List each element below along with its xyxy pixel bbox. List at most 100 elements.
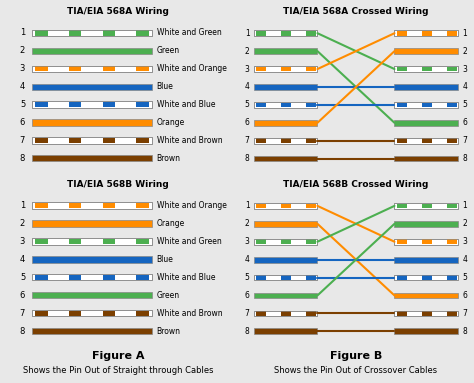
FancyBboxPatch shape	[32, 292, 152, 298]
FancyBboxPatch shape	[254, 66, 318, 72]
FancyBboxPatch shape	[254, 120, 318, 126]
FancyBboxPatch shape	[32, 220, 152, 227]
Text: 4: 4	[463, 82, 467, 92]
Text: TIA/EIA 568A Wiring: TIA/EIA 568A Wiring	[67, 7, 169, 16]
Text: 2: 2	[20, 46, 25, 56]
FancyBboxPatch shape	[32, 328, 152, 334]
FancyBboxPatch shape	[254, 221, 318, 227]
Text: White and Orange: White and Orange	[156, 64, 227, 73]
FancyBboxPatch shape	[32, 274, 152, 280]
FancyBboxPatch shape	[254, 293, 318, 298]
Text: 1: 1	[245, 201, 249, 210]
Text: 3: 3	[463, 237, 467, 246]
FancyBboxPatch shape	[306, 239, 316, 244]
Text: Orange: Orange	[156, 219, 185, 228]
FancyBboxPatch shape	[256, 311, 266, 316]
Text: White and Orange: White and Orange	[156, 201, 227, 210]
Text: TIA/EIA 568A Crossed Wiring: TIA/EIA 568A Crossed Wiring	[283, 7, 428, 16]
FancyBboxPatch shape	[397, 31, 407, 36]
FancyBboxPatch shape	[394, 221, 458, 227]
FancyBboxPatch shape	[447, 275, 457, 280]
FancyBboxPatch shape	[394, 293, 458, 298]
FancyBboxPatch shape	[306, 138, 316, 143]
FancyBboxPatch shape	[447, 31, 457, 36]
FancyBboxPatch shape	[281, 103, 292, 107]
Text: 6: 6	[463, 118, 467, 127]
FancyBboxPatch shape	[281, 31, 292, 36]
Text: 2: 2	[20, 219, 25, 228]
FancyBboxPatch shape	[394, 84, 458, 90]
FancyBboxPatch shape	[256, 103, 266, 107]
FancyBboxPatch shape	[36, 311, 48, 316]
FancyBboxPatch shape	[254, 239, 318, 245]
FancyBboxPatch shape	[102, 203, 115, 208]
FancyBboxPatch shape	[69, 275, 82, 280]
FancyBboxPatch shape	[136, 138, 149, 143]
Text: White and Blue: White and Blue	[156, 273, 215, 282]
FancyBboxPatch shape	[254, 329, 318, 334]
FancyBboxPatch shape	[422, 311, 432, 316]
Text: 3: 3	[463, 65, 467, 74]
FancyBboxPatch shape	[136, 311, 149, 316]
FancyBboxPatch shape	[254, 275, 318, 280]
FancyBboxPatch shape	[136, 66, 149, 71]
FancyBboxPatch shape	[136, 102, 149, 107]
FancyBboxPatch shape	[397, 103, 407, 107]
Text: 7: 7	[463, 136, 467, 145]
Text: 1: 1	[20, 201, 25, 210]
Text: 4: 4	[20, 255, 25, 264]
FancyBboxPatch shape	[254, 156, 318, 162]
Text: 6: 6	[245, 118, 249, 127]
Text: 2: 2	[245, 219, 249, 228]
Text: White and Green: White and Green	[156, 237, 221, 246]
Text: White and Brown: White and Brown	[156, 136, 222, 145]
Text: Orange: Orange	[156, 118, 185, 127]
Text: Shows the Pin Out of Crossover Cables: Shows the Pin Out of Crossover Cables	[274, 366, 438, 375]
FancyBboxPatch shape	[69, 66, 82, 71]
FancyBboxPatch shape	[281, 275, 292, 280]
FancyBboxPatch shape	[397, 311, 407, 316]
FancyBboxPatch shape	[394, 102, 458, 108]
FancyBboxPatch shape	[394, 329, 458, 334]
Text: White and Green: White and Green	[156, 28, 221, 38]
FancyBboxPatch shape	[281, 239, 292, 244]
FancyBboxPatch shape	[306, 67, 316, 71]
Text: 1: 1	[20, 28, 25, 38]
FancyBboxPatch shape	[69, 138, 82, 143]
Text: 3: 3	[245, 237, 249, 246]
FancyBboxPatch shape	[69, 102, 82, 107]
FancyBboxPatch shape	[32, 119, 152, 126]
Text: TIA/EIA 568B Crossed Wiring: TIA/EIA 568B Crossed Wiring	[283, 180, 428, 189]
Text: 7: 7	[20, 309, 25, 318]
Text: 5: 5	[20, 100, 25, 109]
FancyBboxPatch shape	[306, 103, 316, 107]
FancyBboxPatch shape	[394, 239, 458, 245]
Text: Green: Green	[156, 46, 180, 56]
FancyBboxPatch shape	[397, 239, 407, 244]
FancyBboxPatch shape	[397, 203, 407, 208]
FancyBboxPatch shape	[102, 66, 115, 71]
FancyBboxPatch shape	[254, 257, 318, 262]
FancyBboxPatch shape	[32, 238, 152, 245]
FancyBboxPatch shape	[254, 84, 318, 90]
FancyBboxPatch shape	[136, 239, 149, 244]
FancyBboxPatch shape	[281, 138, 292, 143]
FancyBboxPatch shape	[32, 30, 152, 36]
Text: 2: 2	[463, 47, 467, 56]
FancyBboxPatch shape	[281, 67, 292, 71]
FancyBboxPatch shape	[32, 65, 152, 72]
Text: 5: 5	[245, 273, 249, 282]
FancyBboxPatch shape	[422, 67, 432, 71]
Text: 6: 6	[20, 291, 25, 300]
Text: 1: 1	[245, 29, 249, 38]
FancyBboxPatch shape	[102, 138, 115, 143]
FancyBboxPatch shape	[447, 203, 457, 208]
FancyBboxPatch shape	[102, 30, 115, 36]
FancyBboxPatch shape	[394, 120, 458, 126]
FancyBboxPatch shape	[256, 67, 266, 71]
FancyBboxPatch shape	[256, 203, 266, 208]
FancyBboxPatch shape	[32, 203, 152, 209]
FancyBboxPatch shape	[397, 67, 407, 71]
FancyBboxPatch shape	[306, 31, 316, 36]
FancyBboxPatch shape	[447, 103, 457, 107]
